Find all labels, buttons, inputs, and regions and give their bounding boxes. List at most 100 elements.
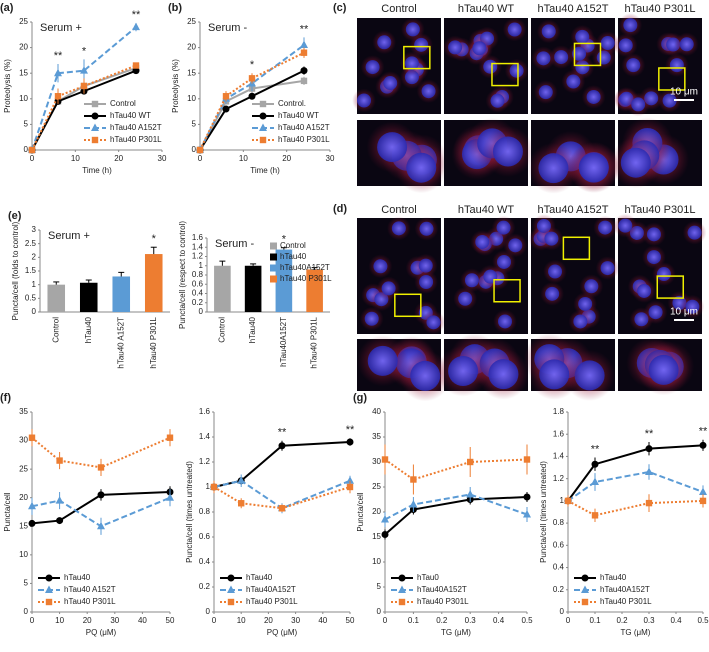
marker: [699, 487, 707, 495]
nucleus: [548, 264, 563, 279]
nucleus: [497, 314, 512, 329]
nucleus: [365, 60, 380, 75]
nucleus: [679, 37, 694, 52]
significance: *: [152, 233, 157, 245]
y-tick-label: 15: [187, 68, 196, 77]
legend-label: hTau40: [600, 573, 627, 582]
marker: [581, 585, 589, 593]
nucleus: [458, 291, 473, 306]
x-tick-label: 50: [346, 616, 355, 625]
x-tick-label: 0: [212, 616, 217, 625]
nucleus: [600, 261, 615, 276]
marker: [278, 442, 286, 450]
y-axis-label: Proteolysis (%): [171, 59, 180, 113]
marker: [591, 477, 599, 485]
marker: [346, 438, 354, 446]
scale-label: 10 μm: [670, 87, 698, 98]
y-axis-label: Proteolysis (%): [3, 59, 12, 113]
marker: [523, 456, 531, 463]
y-tick-label: 0.2: [192, 298, 204, 307]
marker: [238, 500, 245, 507]
zoom-box: [656, 275, 685, 299]
significance: **: [278, 427, 287, 439]
y-tick-label: 25: [187, 17, 196, 26]
image-title: hTau40 A152T: [538, 204, 609, 216]
nucleus: [373, 259, 388, 274]
marker: [398, 585, 406, 593]
subtitle: Serum -: [215, 238, 254, 250]
x-axis-label: TG (μM): [441, 628, 471, 637]
nucleus: [618, 218, 633, 233]
x-tick-label: 10: [55, 616, 64, 625]
nucleus: [648, 305, 663, 320]
marker: [132, 62, 140, 69]
marker: [645, 467, 653, 475]
nucleus: [418, 258, 433, 273]
image-title: Control: [381, 204, 416, 216]
nucleus: [419, 221, 434, 236]
y-tick-label: 2.5: [25, 239, 37, 248]
x-tick-label: 0.1: [589, 616, 601, 625]
significance: **: [132, 9, 141, 21]
series-line: [199, 51, 305, 151]
x-axis-label: Time (h): [250, 166, 280, 175]
x-tick-label: 0: [383, 616, 388, 625]
nucleus: [566, 74, 581, 89]
legend-label: hTau40 P301L: [246, 597, 298, 606]
x-tick-label: 0.2: [436, 616, 448, 625]
nucleus: [448, 40, 463, 55]
legend-label: hTau40: [64, 573, 91, 582]
marker: [45, 585, 53, 593]
x-tick-label: 0.5: [521, 616, 533, 625]
x-tick-label: 0.3: [643, 616, 655, 625]
nucleus: [662, 93, 677, 108]
legend-label: hTau40: [280, 252, 307, 261]
nucleus: [584, 279, 599, 294]
y-tick-label: 0: [24, 145, 29, 154]
marker: [248, 75, 256, 82]
y-tick-label: 30: [372, 457, 381, 466]
legend-label: hTau40 WT: [110, 111, 151, 120]
marker: [56, 517, 64, 525]
y-tick-label: 0.8: [199, 507, 211, 516]
y-tick-label: 1: [32, 280, 37, 289]
y-tick-label: 20: [19, 493, 28, 502]
y-tick-label: 40: [372, 407, 381, 416]
marker: [55, 496, 64, 504]
marker: [97, 491, 105, 499]
marker: [523, 493, 531, 501]
marker: [523, 510, 531, 518]
marker: [699, 441, 707, 449]
x-axis-label: TG (μM): [621, 628, 651, 637]
x-tick-label: hTau40 P301L: [149, 316, 158, 368]
marker: [381, 531, 389, 538]
nucleus: [600, 36, 615, 51]
y-tick-label: 20: [187, 43, 196, 52]
nucleus: [572, 46, 587, 61]
marker: [28, 501, 36, 510]
significance: **: [346, 424, 355, 436]
legend-label: hTau40 P301L: [417, 597, 469, 606]
marker: [645, 499, 653, 507]
nucleus: [648, 354, 679, 385]
zoom-box: [491, 62, 519, 87]
y-axis-label: Puncta/cell (respect to control): [178, 221, 187, 329]
y-tick-label: 10: [372, 557, 381, 566]
y-tick-label: 25: [372, 482, 381, 491]
series-line: [567, 470, 704, 502]
series-line: [31, 436, 171, 469]
y-tick-label: 0: [199, 307, 204, 316]
y-tick-label: 1.6: [553, 429, 565, 438]
x-tick-label: 20: [83, 616, 92, 625]
y-tick-label: 0.5: [25, 293, 37, 302]
y-tick-label: 15: [19, 68, 28, 77]
nucleus: [426, 315, 441, 330]
zoom-box: [403, 45, 431, 70]
y-axis-label: Puncta/cell (times untreated): [539, 461, 548, 563]
marker: [28, 519, 36, 527]
x-tick-label: 0.4: [493, 616, 505, 625]
significance: *: [282, 234, 287, 246]
series-line: [384, 458, 528, 481]
y-tick-label: 0.6: [553, 540, 565, 549]
